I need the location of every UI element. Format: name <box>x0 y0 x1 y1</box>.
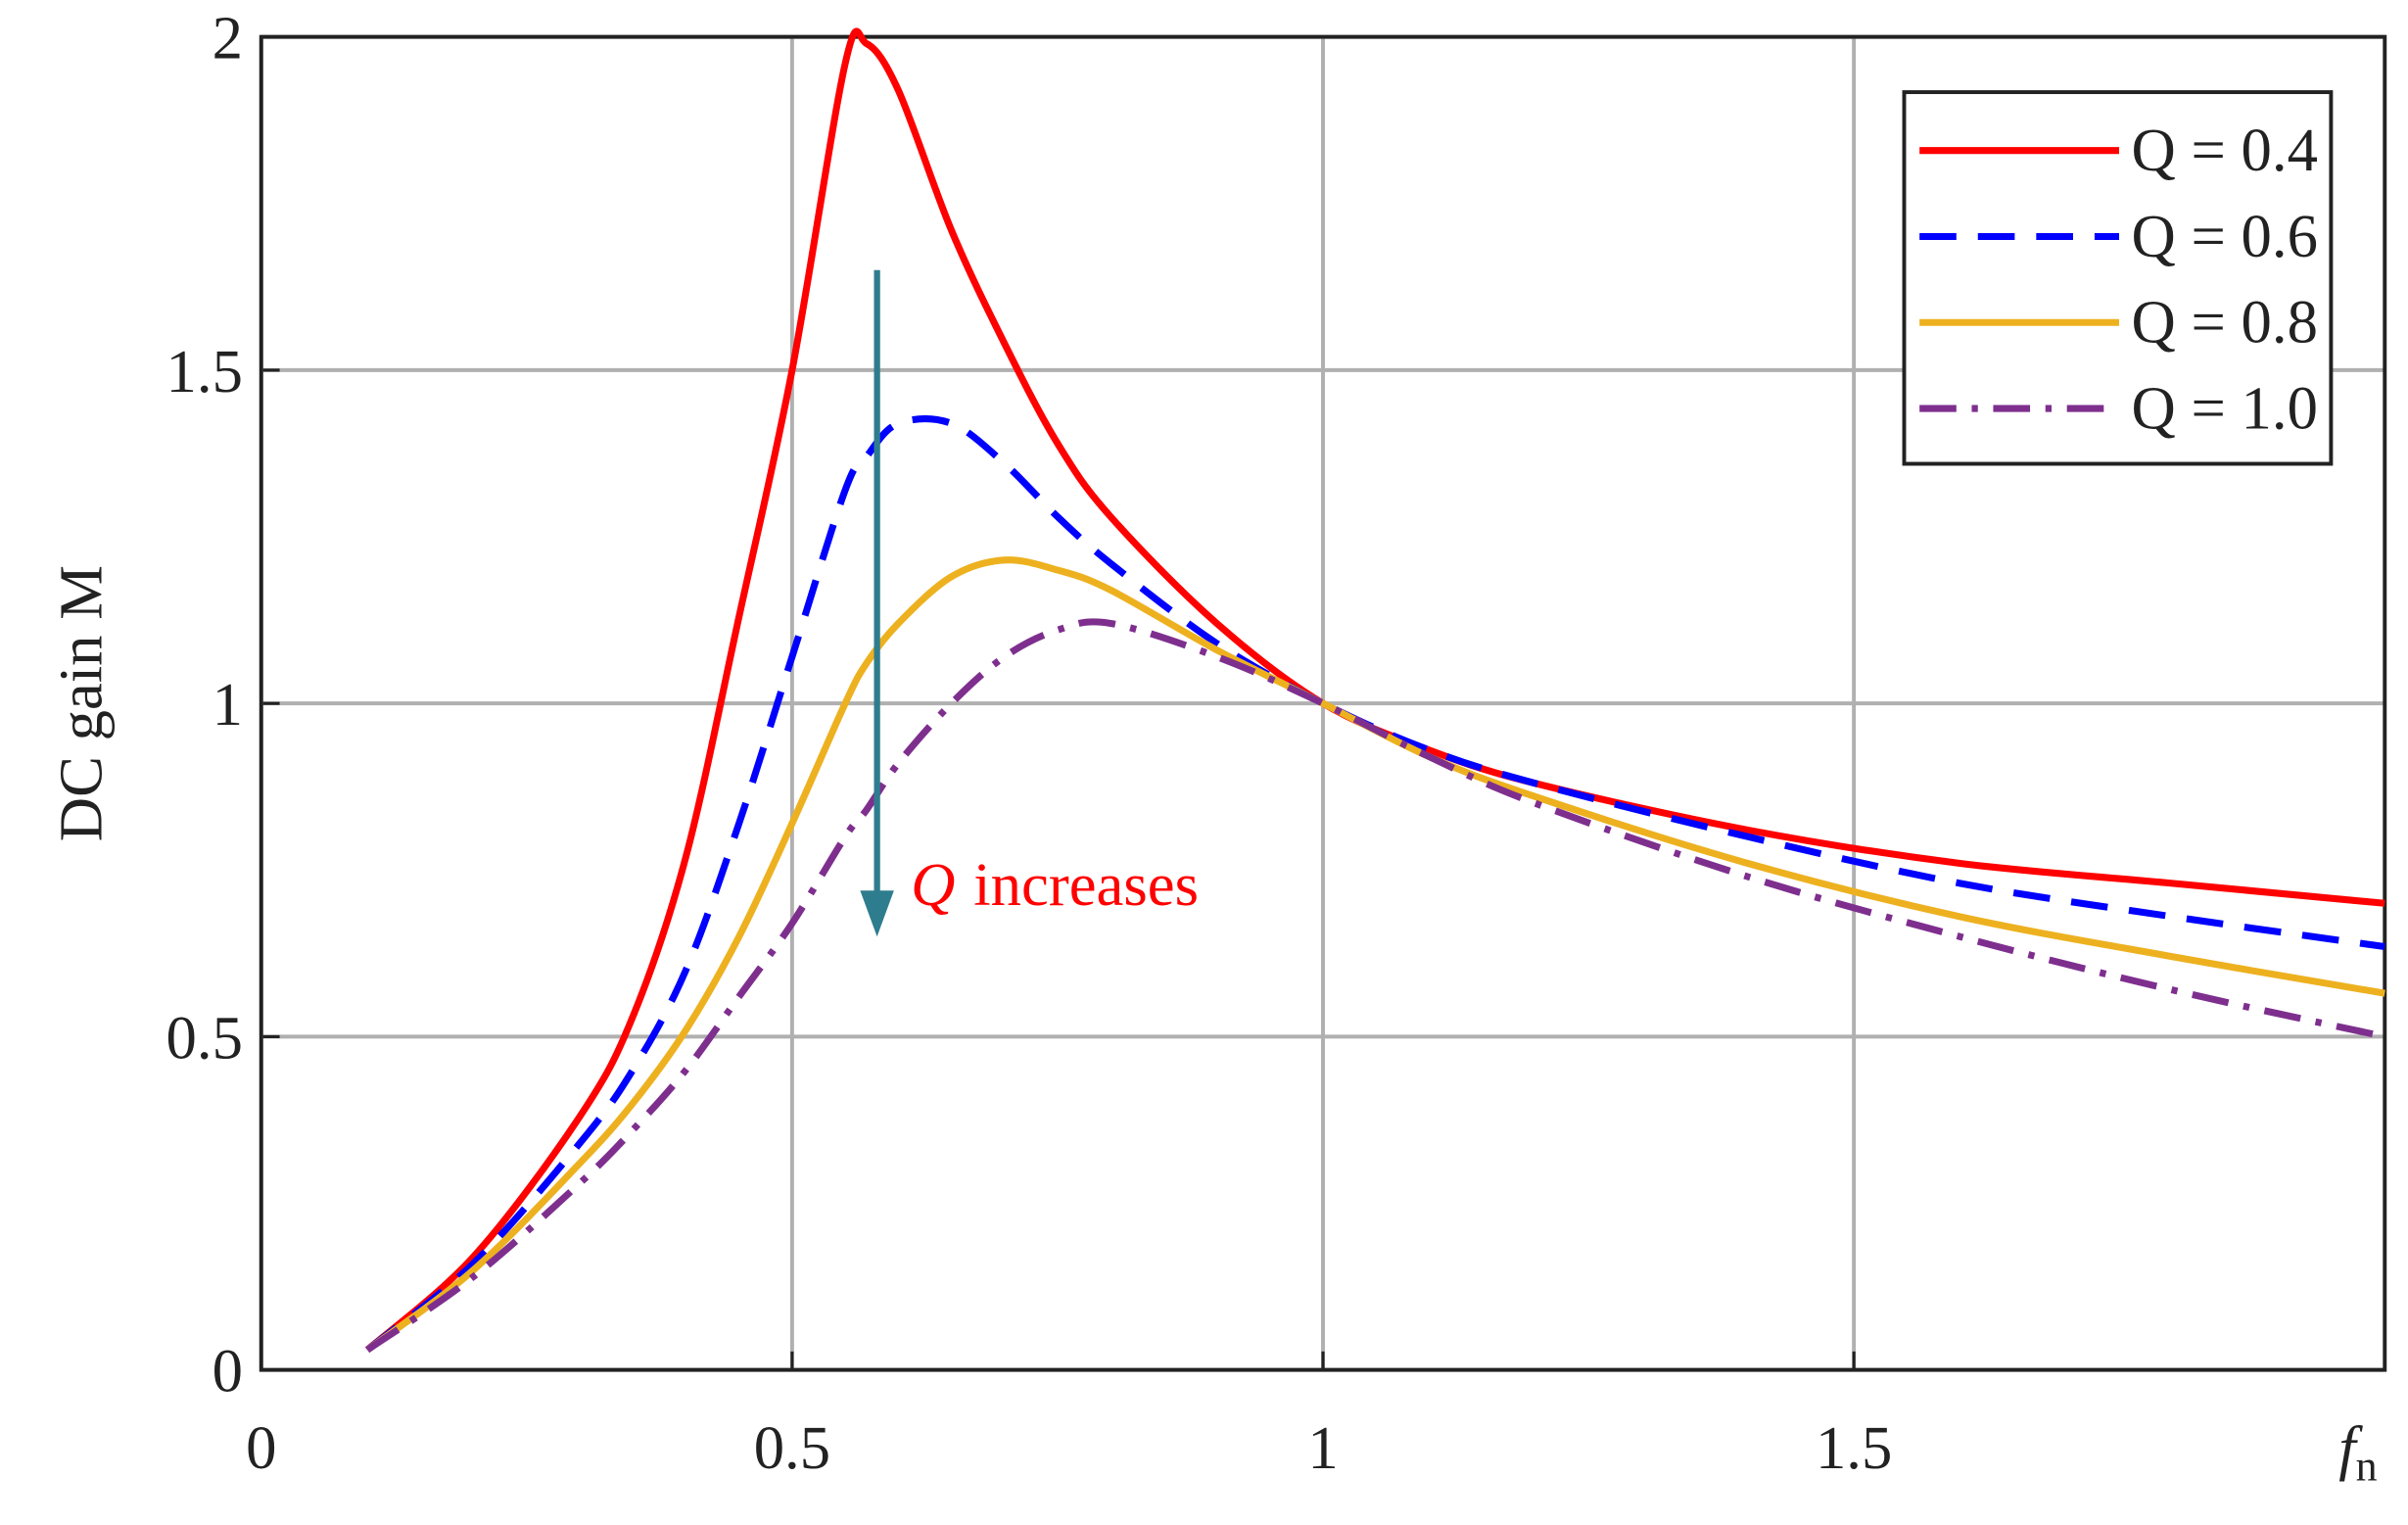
legend-label: Q = 0.6 <box>2132 202 2318 270</box>
y-tick-label: 1 <box>212 670 243 739</box>
x-tick-label: 0 <box>246 1413 276 1482</box>
x-tick-label: 1 <box>1307 1413 1338 1482</box>
x-tick-label: 1.5 <box>1816 1413 1892 1482</box>
y-tick-label: 2 <box>212 4 243 72</box>
line-series <box>365 556 2385 1354</box>
line-series <box>364 27 2385 1353</box>
legend-label: Q = 0.8 <box>2132 288 2318 357</box>
legend-label: Q = 0.4 <box>2132 116 2318 184</box>
y-tick-label: 1.5 <box>166 337 243 405</box>
line-series <box>365 618 2386 1354</box>
y-tick-label: 0.5 <box>166 1003 243 1072</box>
y-axis-label: DC gain M <box>47 565 116 841</box>
annotation-text: increases <box>973 850 1199 919</box>
x-tick-label: 0.5 <box>754 1413 830 1482</box>
legend-label: Q = 1.0 <box>2132 373 2318 442</box>
line-series <box>364 415 2385 1353</box>
plot-frame <box>259 34 2387 1372</box>
x-axis-label-subscript: n <box>2356 1444 2378 1491</box>
legend-box <box>1902 90 2334 466</box>
annotation-arrowhead <box>860 890 894 937</box>
annotation-symbol: Q <box>911 850 955 919</box>
y-tick-label: 0 <box>212 1337 243 1406</box>
